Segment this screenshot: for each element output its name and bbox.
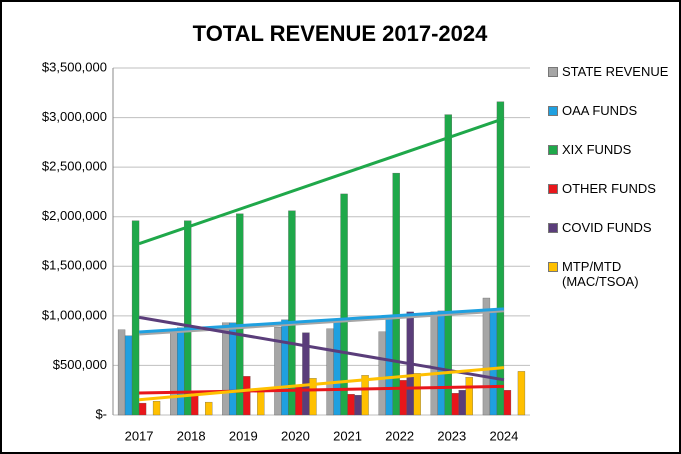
bar xyxy=(177,327,185,416)
bar xyxy=(124,335,133,416)
bar xyxy=(205,401,213,416)
bar xyxy=(496,101,505,416)
y-tick-label: $1,000,000 xyxy=(42,307,107,322)
bar xyxy=(458,390,466,416)
bar xyxy=(117,329,126,416)
legend-label: XIX FUNDS xyxy=(562,142,632,157)
bar xyxy=(288,210,296,416)
chart-title: TOTAL REVENUE 2017-2024 xyxy=(193,21,488,46)
bar xyxy=(257,390,265,416)
x-tick-label: 2023 xyxy=(437,428,466,443)
y-tick-label: $500,000 xyxy=(53,357,107,372)
legend-item: COVID FUNDS xyxy=(548,220,676,259)
legend-label: MTP/MTD (MAC/TSOA) xyxy=(562,259,639,289)
x-tick-label: 2017 xyxy=(125,428,154,443)
bar xyxy=(326,328,334,416)
x-tick-label: 2020 xyxy=(281,428,310,443)
legend-item: STATE REVENUE xyxy=(548,64,676,103)
bar xyxy=(333,319,341,416)
legend-item: MTP/MTD (MAC/TSOA) xyxy=(548,259,676,298)
bar xyxy=(437,310,445,416)
bar xyxy=(385,315,393,416)
bar xyxy=(191,395,199,416)
bar xyxy=(243,376,251,416)
bar xyxy=(489,310,498,416)
bar xyxy=(229,322,237,416)
bar xyxy=(354,395,362,416)
legend-label: OAA FUNDS xyxy=(562,103,638,118)
y-tick-label: $3,500,000 xyxy=(42,59,107,74)
legend: STATE REVENUE OAA FUNDS XIX FUNDS OTHER FUN… xyxy=(548,64,676,298)
bar xyxy=(236,213,244,416)
bar xyxy=(170,328,178,416)
trendline xyxy=(138,117,505,246)
trendline xyxy=(138,366,505,402)
y-tick-label: $2,000,000 xyxy=(42,208,107,223)
legend-swatch xyxy=(548,145,558,155)
legend-label: COVID FUNDS xyxy=(562,220,652,235)
x-tick-label: 2018 xyxy=(177,428,206,443)
trendline xyxy=(138,315,505,382)
bar xyxy=(361,375,369,416)
bar xyxy=(430,311,438,416)
legend-label: OTHER FUNDS xyxy=(562,181,656,196)
legend-item: OAA FUNDS xyxy=(548,103,676,142)
legend-swatch xyxy=(548,262,558,272)
bar xyxy=(378,331,386,416)
x-tick-label: 2022 xyxy=(385,428,414,443)
bar xyxy=(138,402,147,416)
bar xyxy=(451,393,459,416)
bar xyxy=(465,377,473,416)
x-tick-label: 2021 xyxy=(333,428,362,443)
bar xyxy=(222,322,230,416)
legend-item: XIX FUNDS xyxy=(548,142,676,181)
bar xyxy=(281,319,289,416)
bar xyxy=(413,373,421,416)
bar xyxy=(347,394,355,416)
bar xyxy=(482,297,491,416)
y-tick-label: $2,500,000 xyxy=(42,159,107,174)
bar xyxy=(392,172,400,416)
legend-item: OTHER FUNDS xyxy=(548,181,676,220)
bar xyxy=(399,380,407,416)
bar xyxy=(517,371,526,416)
bar xyxy=(444,114,452,416)
bar xyxy=(309,378,317,416)
legend-swatch xyxy=(548,106,558,116)
legend-swatch xyxy=(548,223,558,233)
bar xyxy=(503,390,512,416)
bar xyxy=(340,193,348,416)
bar xyxy=(184,220,192,416)
legend-label: STATE REVENUE xyxy=(562,64,669,79)
legend-swatch xyxy=(548,67,558,77)
trendline xyxy=(138,309,505,336)
legend-swatch xyxy=(548,184,558,194)
y-tick-label: $3,000,000 xyxy=(42,109,107,124)
y-tick-label: $1,500,000 xyxy=(42,258,107,273)
trendline xyxy=(139,384,504,395)
bar xyxy=(152,400,161,416)
bar xyxy=(131,220,140,416)
x-tick-label: 2019 xyxy=(229,428,258,443)
y-tick-label: $- xyxy=(95,406,107,421)
bar xyxy=(302,332,310,416)
x-tick-label: 2024 xyxy=(489,428,518,443)
